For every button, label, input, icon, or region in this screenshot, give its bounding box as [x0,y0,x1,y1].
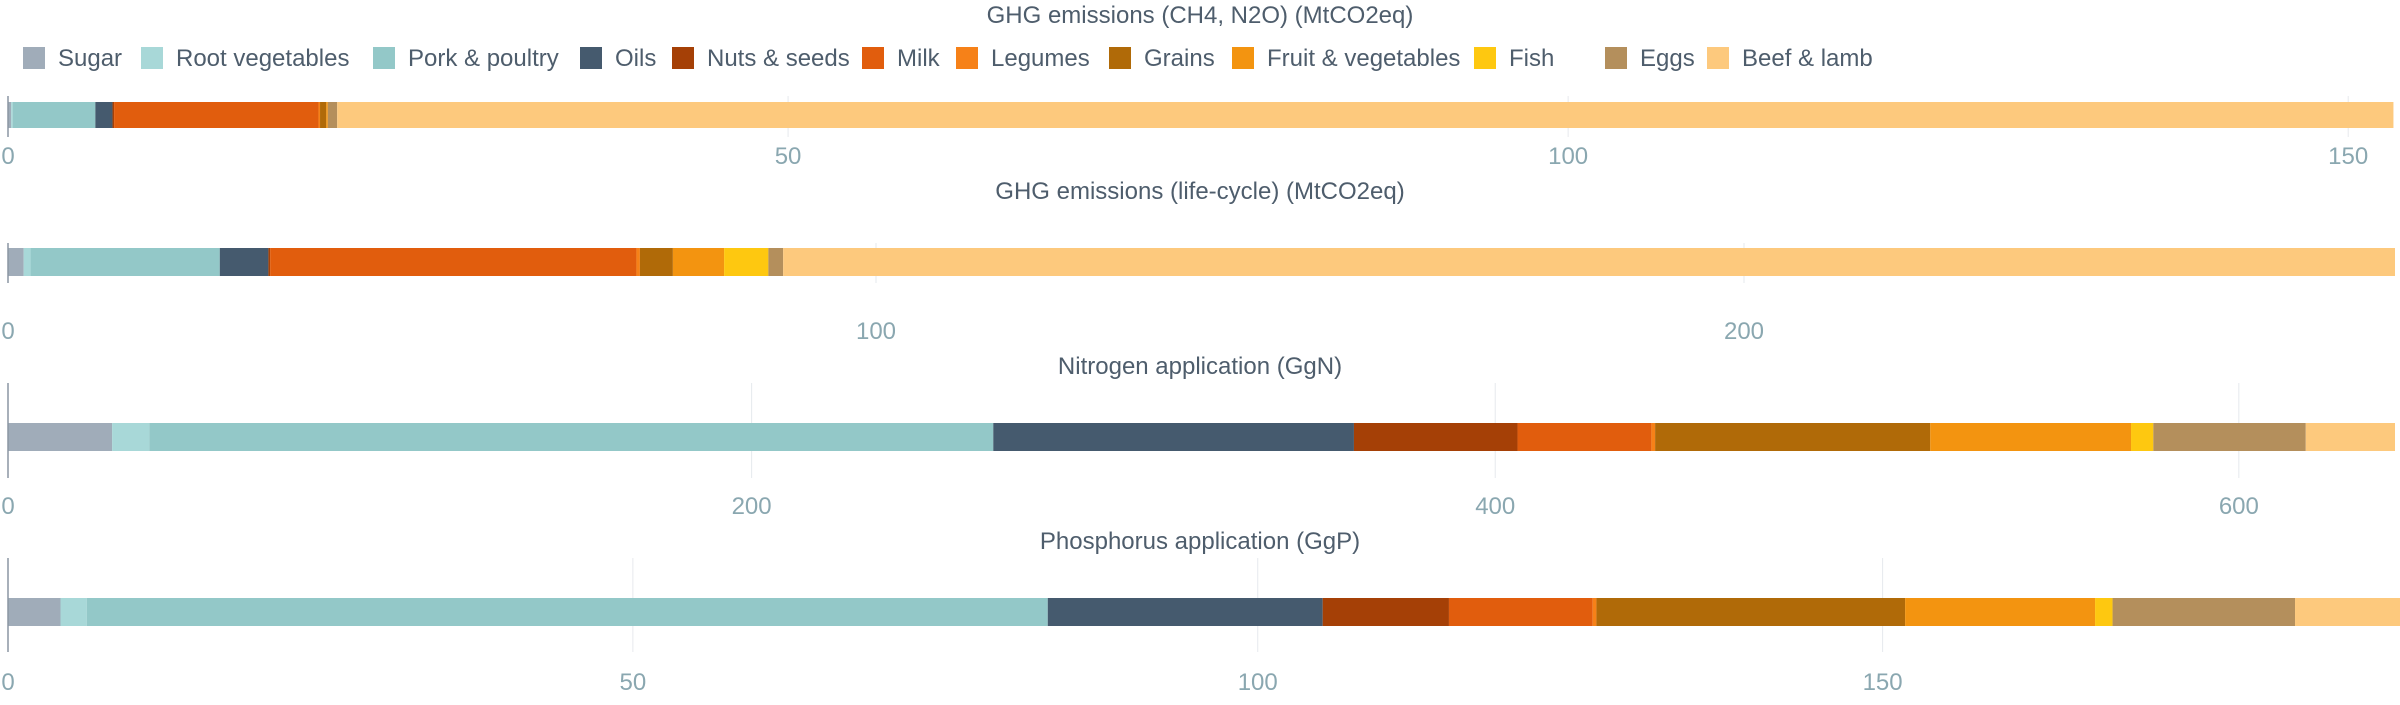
legend-swatch[interactable] [1109,47,1131,69]
bar-segment [1353,423,1518,451]
bar-segment [60,598,87,626]
bar-segment [993,423,1354,451]
bar-segment [86,598,1048,626]
legend-label[interactable]: Eggs [1640,45,1695,72]
tick-label: 100 [1238,669,1278,696]
bar-segment [114,102,319,128]
legend-swatch[interactable] [956,47,978,69]
legend-label[interactable]: Sugar [58,45,122,72]
legend-swatch[interactable] [373,47,395,69]
bar-segment [1047,598,1323,626]
panel-title: GHG emissions (CH4, N2O) (MtCO2eq) [987,2,1414,29]
legend-label[interactable]: Beef & lamb [1742,45,1873,72]
tick-label: 0 [1,143,14,170]
legend-label[interactable]: Grains [1144,45,1215,72]
tick-label: 600 [2219,493,2259,520]
bar-segment [1651,423,1656,451]
bar-segment [1930,423,2132,451]
bar-segment [11,102,13,128]
tick-label: 0 [1,318,14,345]
bar-segment [2153,423,2306,451]
legend-label[interactable]: Milk [897,45,941,72]
bar-segment [2295,598,2400,626]
legend-swatch[interactable] [580,47,602,69]
tick-label: 200 [732,493,772,520]
bar-segment [1905,598,2096,626]
legend-swatch[interactable] [141,47,163,69]
tick-label: 0 [1,493,14,520]
bar-segment [8,423,113,451]
legend-label[interactable]: Fruit & vegetables [1267,45,1460,72]
bar-segment [337,102,2394,128]
panel-title: Phosphorus application (GgP) [1040,528,1360,555]
bar-segment [1322,598,1449,626]
bar-segment [149,423,994,451]
legend-swatch[interactable] [1605,47,1627,69]
bar-segment [672,248,725,276]
bar-segment [1596,598,1906,626]
bar-segment [95,102,113,128]
bar-segment [30,248,220,276]
bar-segment [2131,423,2154,451]
panel-title: GHG emissions (life-cycle) (MtCO2eq) [995,178,1404,205]
bar-segment [639,248,673,276]
bar-segment [768,248,784,276]
bar-segment [112,102,115,128]
bar-segment [268,248,271,276]
bar-segment [8,102,12,128]
legend-swatch[interactable] [23,47,45,69]
bar-segment [2112,598,2296,626]
legend-label[interactable]: Pork & poultry [408,45,559,72]
tick-label: 50 [775,143,802,170]
bar-segment [1655,423,1931,451]
legend-swatch[interactable] [672,47,694,69]
legend-label[interactable]: Nuts & seeds [707,45,850,72]
bar-segment [1517,423,1652,451]
panel-title: Nitrogen application (GgN) [1058,353,1342,380]
legend-swatch[interactable] [1707,47,1729,69]
bar-segment [320,102,327,128]
tick-label: 100 [1548,143,1588,170]
bar-segment [783,248,2395,276]
bar-segment [636,248,640,276]
legend-label[interactable]: Oils [615,45,656,72]
bar-segment [724,248,769,276]
tick-label: 0 [1,669,14,696]
tick-label: 150 [2328,143,2368,170]
legend-swatch[interactable] [1232,47,1254,69]
tick-label: 200 [1724,318,1764,345]
bar-segment [112,423,150,451]
legend-swatch[interactable] [1474,47,1496,69]
bar-segment [2095,598,2113,626]
bar-segment [8,598,61,626]
tick-label: 50 [620,669,647,696]
bar-segment [1592,598,1597,626]
legend-swatch[interactable] [862,47,884,69]
bar-segment [219,248,269,276]
bar-segment [1448,598,1593,626]
legend-label[interactable]: Root vegetables [176,45,349,72]
bar-segment [270,248,637,276]
legend-label[interactable]: Fish [1509,45,1554,72]
bar-segment [8,248,24,276]
bar-segment [2305,423,2395,451]
bar-segment [326,102,328,128]
bar-segment [318,102,321,128]
bar-segment [23,248,31,276]
tick-label: 400 [1475,493,1515,520]
bar-segment [12,102,96,128]
bar-segment [327,102,338,128]
legend-label[interactable]: Legumes [991,45,1090,72]
tick-label: 150 [1863,669,1903,696]
tick-label: 100 [856,318,896,345]
